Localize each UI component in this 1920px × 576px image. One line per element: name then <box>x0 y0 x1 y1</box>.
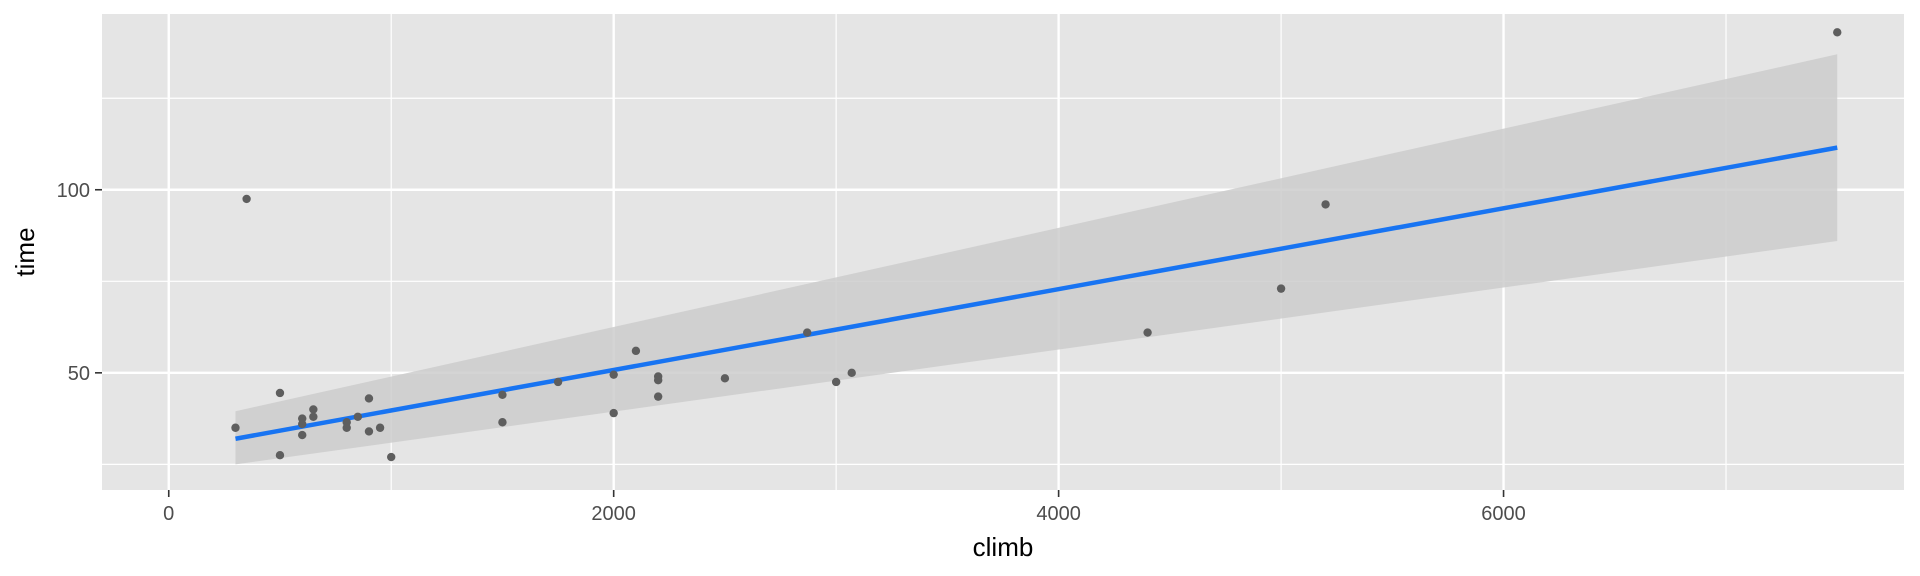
y-axis-title: time <box>10 227 40 276</box>
data-point <box>498 418 507 427</box>
data-point <box>498 390 507 399</box>
data-point <box>298 430 307 440</box>
data-point <box>803 328 812 337</box>
data-point <box>553 377 563 387</box>
data-point <box>298 419 307 429</box>
data-point <box>720 374 730 383</box>
data-point <box>609 408 618 418</box>
data-point <box>1276 284 1286 293</box>
x-tick-label: 4000 <box>1036 503 1081 525</box>
data-point <box>242 194 251 204</box>
data-point <box>364 394 374 403</box>
data-point <box>631 346 641 356</box>
data-point <box>375 423 385 432</box>
data-point <box>1321 200 1330 209</box>
x-tick-label: 2000 <box>591 503 636 525</box>
data-point <box>231 423 240 432</box>
data-point <box>309 412 318 421</box>
data-points-layer <box>231 28 1842 462</box>
data-point <box>353 412 363 421</box>
fit-line-layer <box>235 145 1838 441</box>
data-point <box>275 451 285 460</box>
confidence-band <box>235 54 1838 465</box>
data-point <box>653 392 663 401</box>
data-point <box>1143 328 1152 337</box>
data-point <box>309 405 318 414</box>
x-axis-ticks: 0 2000 4000 6000 <box>163 490 1526 525</box>
x-axis-title: climb <box>973 532 1034 562</box>
data-point <box>1833 28 1842 37</box>
data-point <box>653 375 663 385</box>
data-point <box>275 388 285 398</box>
y-tick-label: 50 <box>68 363 90 385</box>
regression-line <box>235 145 1838 441</box>
confidence-band-layer <box>235 54 1838 465</box>
x-tick-label: 0 <box>163 503 174 525</box>
data-point <box>387 452 396 462</box>
data-point <box>342 423 351 432</box>
data-point <box>609 370 618 379</box>
x-tick-label: 6000 <box>1481 503 1526 525</box>
data-point <box>364 427 374 436</box>
data-point <box>847 368 856 378</box>
y-tick-label: 100 <box>57 180 90 202</box>
y-axis-ticks: 50 100 <box>57 180 102 385</box>
data-point <box>831 377 841 387</box>
